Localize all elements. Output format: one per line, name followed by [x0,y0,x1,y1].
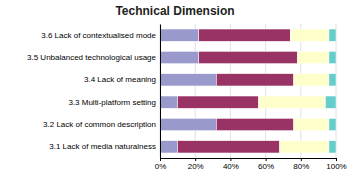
grid-line [336,24,337,158]
grid-line [300,24,301,158]
x-tick-label: 0% [155,162,167,171]
bar-segment [294,74,329,86]
x-tick-mark [336,158,337,161]
y-tick-label: 3.2 Lack of common description [43,120,156,129]
y-tick: 3.1 Lack of media naturalness [49,142,160,151]
bar-segment [160,118,216,130]
x-tick-mark [195,158,196,161]
grid-line [195,24,196,158]
bars [160,29,336,153]
bar-segment [329,51,336,63]
bar-segment [178,96,259,108]
bar-segment [160,51,199,63]
bar-segment [329,141,336,153]
x-tick: 60% [258,158,274,171]
x-tick-label: 60% [258,162,274,171]
x-tick-mark [301,158,302,161]
y-tick: 3.3 Multi-platform setting [68,98,160,107]
x-tick: 20% [188,158,204,171]
bar-segment [160,96,178,108]
y-tick: 3.2 Lack of common description [43,120,160,129]
x-tick: 0% [155,158,167,171]
grid-line [160,24,161,158]
bar-segment [160,29,199,41]
x-tick: 40% [223,158,239,171]
x-tick: 80% [293,158,309,171]
bar-segment [160,141,178,153]
bar-segment [259,96,326,108]
y-tick-label: 3.1 Lack of media naturalness [49,142,156,151]
x-tick: 100% [326,158,346,171]
plot: 0% 20% 40% 60% 80% 100% 3.6 Lack of contextual… [27,24,347,171]
y-tick: 3.5 Unbalanced technological usage [27,53,160,62]
x-axis-line [161,159,337,162]
chart: Technical Dimension 0% 20% 40% 60% 80% 100% 3.6… [0,0,350,176]
y-tick-label: 3.4 Lack of meaning [84,75,156,84]
y-tick-label: 3.6 Lack of contextualised mode [41,31,156,40]
grid-line [265,24,266,158]
bar-segment [178,141,280,153]
x-tick-label: 100% [326,162,346,171]
y-tick: 3.4 Lack of meaning [84,75,160,84]
y-tick-label: 3.3 Multi-platform setting [68,98,156,107]
bar-segment [294,118,329,130]
x-tick-label: 80% [293,162,309,171]
y-axis-line [160,25,161,159]
y-tick: 3.6 Lack of contextualised mode [41,31,160,40]
x-axis: 0% 20% 40% 60% 80% 100% [155,158,347,171]
bar-segment [329,29,336,41]
grid-line [230,24,231,158]
bar-segment [216,74,293,86]
bar-segment [325,96,336,108]
bar-segment [199,51,298,63]
grid [160,24,336,158]
bar-segment [280,141,329,153]
y-axis: 3.6 Lack of contextualised mode 3.5 Unbal… [27,25,160,159]
bar-segment [290,29,329,41]
bar-segment [329,118,336,130]
bar-segment [216,118,293,130]
x-tick-label: 20% [188,162,204,171]
title: Technical Dimension [115,4,234,18]
bar-segment [199,29,291,41]
x-tick-mark [230,158,231,161]
x-tick-label: 40% [223,162,239,171]
x-tick-mark [266,158,267,161]
y-tick-label: 3.5 Unbalanced technological usage [27,53,157,62]
bar-segment [329,74,336,86]
bar-segment [160,74,216,86]
bar-segment [297,51,329,63]
